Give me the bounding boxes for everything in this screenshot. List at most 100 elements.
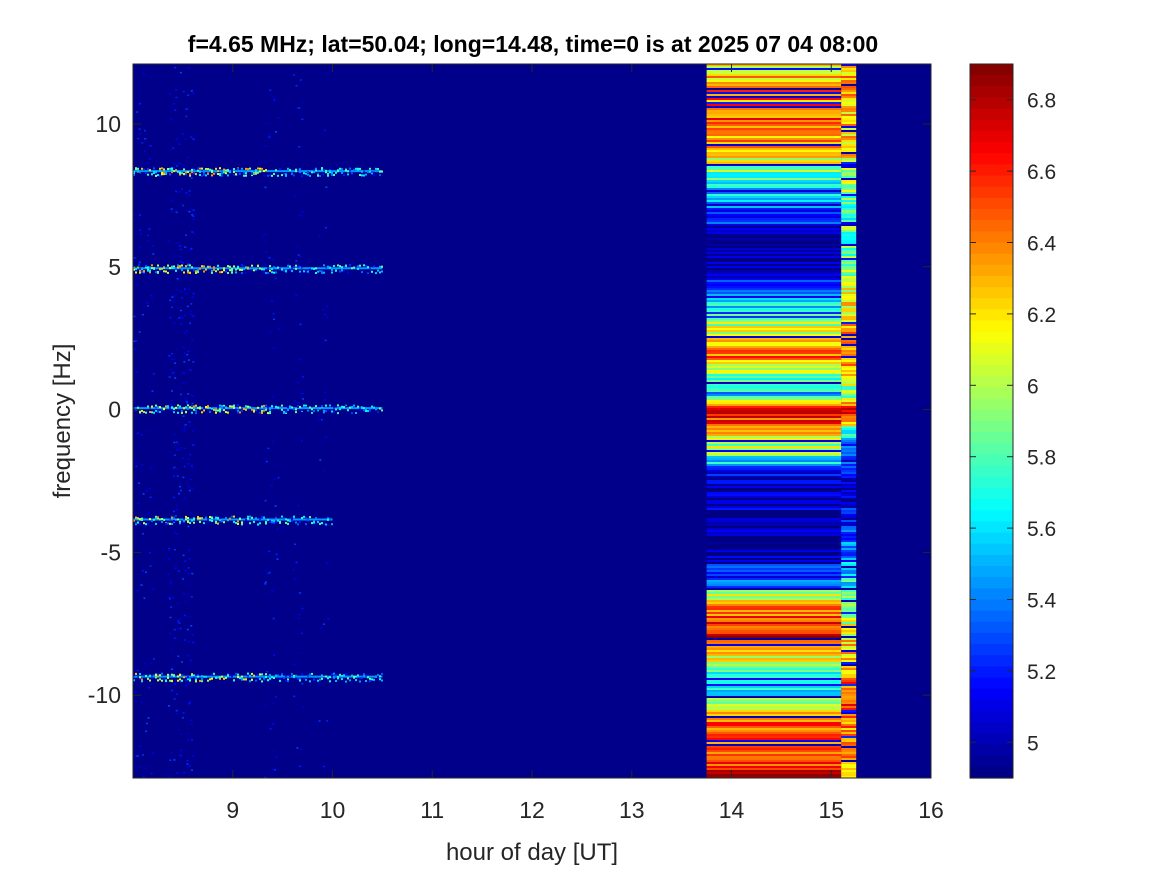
trace-pixel	[179, 171, 181, 174]
colorbar-swatch	[970, 387, 1013, 400]
noise-pixel	[191, 465, 193, 468]
trace-pixel	[147, 522, 149, 525]
trace-pixel	[363, 170, 365, 173]
trace-pixel	[281, 404, 283, 407]
trace-pixel	[257, 171, 259, 174]
block-row	[706, 696, 842, 698]
block-row	[841, 574, 857, 576]
block-row	[706, 384, 842, 386]
block-row	[706, 576, 842, 578]
noise-pixel	[146, 162, 149, 164]
noise-pixel	[184, 569, 187, 572]
trace-pixel	[237, 522, 239, 525]
noise-pixel	[186, 402, 189, 405]
block-row	[706, 648, 842, 650]
colorbar-swatch	[970, 153, 1013, 166]
trace-pixel	[365, 680, 367, 682]
noise-pixel	[183, 131, 186, 133]
block-row	[706, 64, 842, 66]
noise-pixel	[187, 525, 190, 528]
trace-pixel	[367, 266, 369, 269]
block-row	[706, 266, 842, 268]
block-row	[706, 300, 842, 302]
trace-pixel	[181, 674, 183, 676]
trace-pixel	[267, 412, 269, 415]
block-row	[706, 148, 842, 150]
noise-pixel	[179, 248, 182, 251]
colorbar-swatch	[970, 298, 1013, 311]
noise-pixel	[264, 704, 267, 707]
trace-pixel	[305, 404, 307, 407]
trace-pixel	[219, 173, 221, 176]
block-row	[841, 172, 857, 174]
block-row	[706, 102, 842, 104]
trace-pixel	[167, 405, 169, 408]
trace-pixel	[265, 676, 267, 679]
colorbar-swatch	[970, 532, 1013, 545]
noise-pixel	[276, 220, 279, 223]
noise-pixel	[273, 139, 276, 141]
block-row	[706, 118, 842, 120]
trace-pixel	[229, 269, 231, 272]
block-row	[706, 660, 842, 662]
block-row	[841, 66, 857, 68]
trace-pixel	[149, 269, 151, 272]
trace-pixel	[307, 270, 309, 273]
noise-pixel	[176, 165, 178, 167]
noise-pixel	[268, 550, 271, 553]
noise-pixel	[170, 767, 173, 770]
trace-pixel	[255, 517, 257, 520]
colorbar-swatch	[970, 108, 1013, 121]
trace-pixel	[279, 406, 281, 409]
trace-pixel	[173, 674, 175, 677]
trace-pixel	[303, 677, 305, 680]
block-row	[706, 602, 842, 604]
trace-pixel	[243, 521, 245, 524]
trace-pixel	[205, 675, 207, 678]
noise-pixel	[144, 767, 147, 770]
trace-pixel	[279, 268, 281, 270]
noise-pixel	[152, 588, 155, 590]
noise-pixel	[262, 234, 265, 237]
trace-pixel	[201, 411, 203, 414]
noise-pixel	[168, 573, 170, 576]
trace-pixel	[277, 519, 279, 522]
noise-pixel	[170, 358, 173, 361]
noise-pixel	[187, 739, 190, 741]
trace-pixel	[329, 676, 331, 679]
trace-pixel	[287, 167, 289, 170]
block-row	[706, 510, 842, 512]
trace-pixel	[195, 680, 197, 683]
noise-pixel	[182, 578, 185, 580]
trace-pixel	[289, 405, 291, 408]
block-row	[841, 690, 857, 692]
trace-pixel	[213, 266, 215, 269]
block-row	[706, 380, 842, 382]
trace-pixel	[187, 171, 189, 173]
noise-pixel	[173, 358, 176, 361]
noise-pixel	[170, 368, 172, 371]
block-row	[706, 88, 842, 90]
block-row	[706, 492, 842, 494]
block-row	[706, 274, 842, 276]
block-row	[841, 616, 857, 618]
trace-pixel	[163, 408, 165, 410]
noise-pixel	[188, 421, 191, 423]
block-row	[841, 208, 857, 210]
block-row	[841, 768, 857, 770]
noise-pixel	[136, 103, 139, 105]
noise-pixel	[151, 298, 154, 301]
block-row	[841, 86, 857, 88]
noise-pixel	[185, 108, 188, 110]
trace-pixel	[183, 407, 185, 410]
noise-pixel	[295, 294, 298, 297]
trace-pixel	[189, 271, 191, 274]
block-row	[706, 770, 842, 772]
noise-pixel	[179, 260, 182, 263]
noise-pixel	[173, 466, 176, 469]
noise-pixel	[170, 689, 173, 692]
noise-pixel	[276, 558, 279, 560]
trace-pixel	[249, 406, 251, 409]
block-row	[841, 118, 857, 120]
trace-pixel	[167, 271, 169, 274]
